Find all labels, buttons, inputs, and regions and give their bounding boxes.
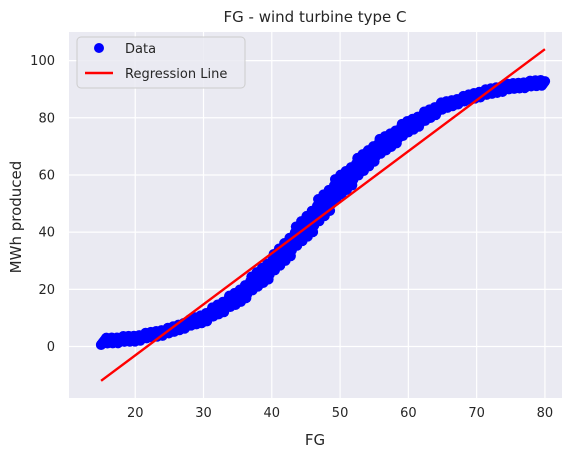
x-tick-label: 20	[127, 406, 144, 421]
regression-line	[100, 48, 546, 382]
data-point	[539, 76, 551, 87]
x-tick-label: 60	[400, 406, 417, 421]
legend: Data Regression Line	[76, 36, 246, 89]
x-tick-label: 50	[332, 406, 349, 421]
y-tick-label: 100	[30, 54, 55, 69]
y-tick-label: 0	[47, 340, 55, 355]
x-tick-label: 70	[468, 406, 485, 421]
x-tick-label: 30	[195, 406, 212, 421]
chart-title: FG - wind turbine type C	[224, 8, 407, 26]
legend-label-regression: Regression Line	[125, 67, 227, 82]
y-tick-label: 60	[38, 168, 55, 183]
legend-marker-data	[94, 43, 104, 53]
legend-label-data: Data	[125, 42, 156, 57]
y-tick-label: 40	[38, 226, 55, 241]
plot-area: 20 30 40 50 60 70 80 0 20 40 60 80 100	[30, 32, 562, 421]
x-tick-label: 40	[264, 406, 281, 421]
x-axis-label: FG	[305, 431, 325, 449]
x-tick-label: 80	[537, 406, 554, 421]
y-axis-label: MWh produced	[7, 161, 25, 274]
y-tick-label: 20	[38, 283, 55, 298]
y-tick-label: 80	[38, 111, 55, 126]
legend-box	[76, 36, 246, 89]
